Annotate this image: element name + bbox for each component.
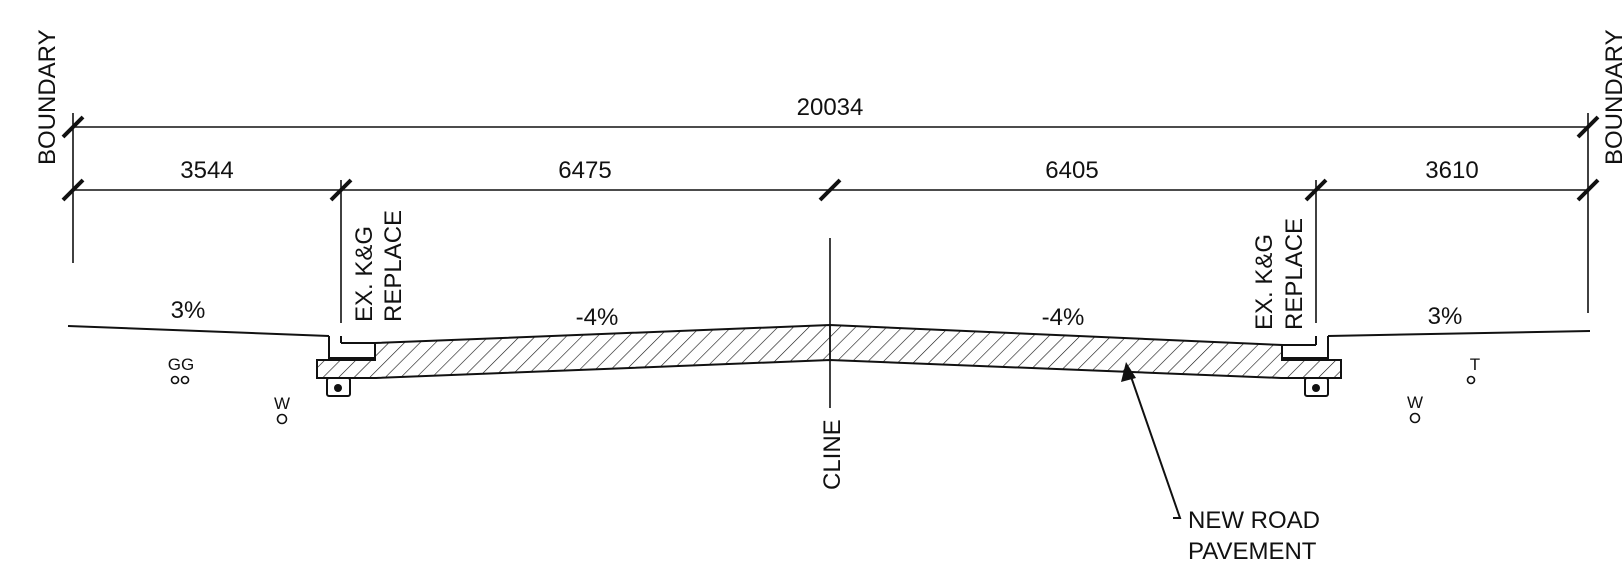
new-road-pavement-callout: NEW ROAD PAVEMENT [1121, 362, 1320, 565]
slope-road-right: -4% [1042, 304, 1085, 331]
segment-dimension-2: 6475 [558, 157, 611, 184]
kerb-gutter-left [326, 336, 376, 397]
boundary-label-left: BOUNDARY [34, 29, 61, 165]
water-service-right-label: W [1407, 393, 1423, 412]
slope-verge-left: 3% [171, 297, 206, 324]
centerline: CLINE [819, 238, 846, 490]
verge-surface [67, 325, 1591, 337]
water-service-right: W [1407, 393, 1423, 424]
overall-dimension: 20034 [61, 94, 1600, 139]
kg-replace-left-line2: REPLACE [380, 210, 407, 322]
callout-line2: PAVEMENT [1188, 538, 1317, 565]
telecom-service-label: T [1470, 355, 1480, 374]
kg-replace-right-line2: REPLACE [1281, 218, 1308, 330]
centerline-label: CLINE [819, 419, 846, 490]
kg-replace-right-line1: EX. K&G [1251, 234, 1278, 330]
segment-dimensions: 3544 6475 6405 3610 [61, 157, 1600, 202]
gas-service: GG [168, 355, 194, 385]
callout-line1: NEW ROAD [1188, 507, 1320, 534]
water-service-left: W [274, 394, 290, 425]
segment-dimension-3: 6405 [1045, 157, 1098, 184]
segment-dimension-4: 3610 [1425, 157, 1478, 184]
road-pavement [316, 323, 1342, 379]
overall-dimension-value: 20034 [797, 94, 864, 121]
kerb-gutter-right [1281, 336, 1329, 397]
kg-replace-left-line1: EX. K&G [351, 226, 378, 322]
boundary-label-right: BOUNDARY [1601, 29, 1623, 165]
water-service-left-label: W [274, 394, 290, 413]
slope-verge-right: 3% [1428, 303, 1463, 330]
slope-road-left: -4% [576, 304, 619, 331]
extension-lines [72, 113, 1589, 323]
gas-service-label: GG [168, 355, 194, 374]
segment-dimension-1: 3544 [180, 157, 233, 184]
telecom-service: T [1466, 355, 1480, 385]
